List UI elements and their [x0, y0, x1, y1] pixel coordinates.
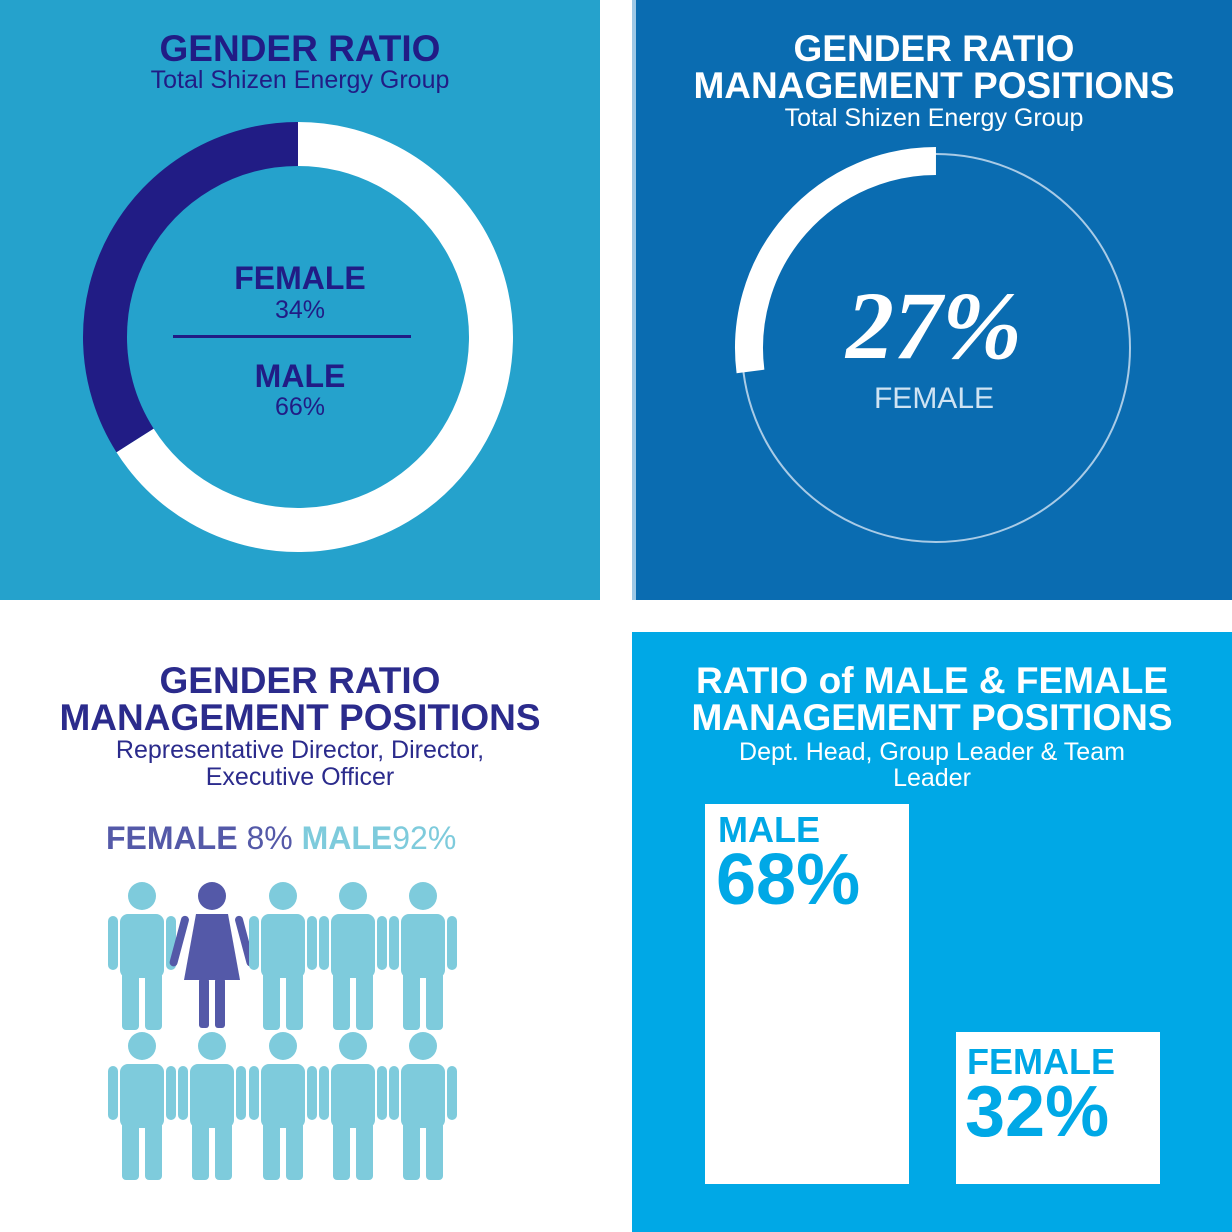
male-value: 66% — [274, 393, 326, 421]
female-label: FEMALE — [234, 260, 366, 296]
male-person-icon — [389, 882, 457, 1030]
pictogram-legend: FEMALE 8% MALE92% — [106, 820, 456, 857]
panel1-title: GENDER RATIO — [159, 28, 441, 69]
panel4-subtitle-line1: Dept. Head, Group Leader & Team — [739, 738, 1125, 766]
bar-female-value: 32% — [965, 1072, 1110, 1152]
panel2-subtitle: Total Shizen Energy Group — [784, 104, 1084, 132]
male-person-icon — [249, 1032, 317, 1180]
panel-bar-ratio: RATIO of MALE & FEMALE MANAGEMENT POSITI… — [632, 632, 1232, 1232]
progress-ring — [735, 147, 1131, 543]
legend-male-label: MALE — [301, 820, 393, 856]
progress-ring-female — [735, 147, 937, 374]
divider — [173, 335, 411, 338]
legend-female-value: 8% — [246, 820, 293, 856]
bar-female-label: FEMALE — [967, 1041, 1115, 1082]
panel3-subtitle-line2: Executive Officer — [205, 763, 395, 791]
male-label: MALE — [254, 358, 346, 394]
donut-slice-male — [116, 122, 513, 552]
male-person-icon — [108, 882, 176, 1030]
female-value: 34% — [274, 296, 326, 324]
big-label: FEMALE — [873, 382, 995, 415]
donut-slice-female — [83, 122, 299, 453]
male-person-icon — [108, 1032, 176, 1180]
bar-male-value: 68% — [716, 840, 861, 920]
bar-male-label: MALE — [718, 809, 820, 850]
panel3-subtitle-line1: Representative Director, Director, — [115, 736, 485, 764]
panel3-title-line2: MANAGEMENT POSITIONS — [59, 697, 541, 738]
panel4-title-line1: RATIO of MALE & FEMALE — [695, 660, 1169, 701]
legend-female-label: FEMALE — [106, 820, 238, 856]
male-person-icon — [319, 1032, 387, 1180]
donut-chart — [83, 122, 513, 552]
panel-pictogram: GENDER RATIO MANAGEMENT POSITIONS Repres… — [0, 632, 600, 1232]
male-person-icon — [249, 882, 317, 1030]
big-percentage: 27% — [846, 272, 1022, 379]
bar-female: FEMALE 32% — [956, 1032, 1160, 1184]
panel2-title-line2: MANAGEMENT POSITIONS — [693, 65, 1175, 106]
panel-gender-ratio: GENDER RATIO Total Shizen Energy Group F… — [0, 0, 600, 600]
male-person-icon — [319, 882, 387, 1030]
panel2-title-line1: GENDER RATIO — [793, 28, 1075, 69]
male-person-icon — [389, 1032, 457, 1180]
male-person-icon — [178, 1032, 246, 1180]
panel4-title-line2: MANAGEMENT POSITIONS — [691, 697, 1173, 738]
panel3-title-line1: GENDER RATIO — [159, 660, 441, 701]
female-person-icon — [169, 882, 255, 1028]
panel-management-ratio: GENDER RATIO MANAGEMENT POSITIONS Total … — [632, 0, 1232, 600]
bar-male: MALE 68% — [705, 804, 909, 1184]
panel4-subtitle-line2: Leader — [893, 764, 971, 792]
panel1-subtitle: Total Shizen Energy Group — [150, 66, 450, 94]
pictogram-chart — [108, 882, 457, 1180]
legend-male-value: 92% — [392, 820, 457, 856]
